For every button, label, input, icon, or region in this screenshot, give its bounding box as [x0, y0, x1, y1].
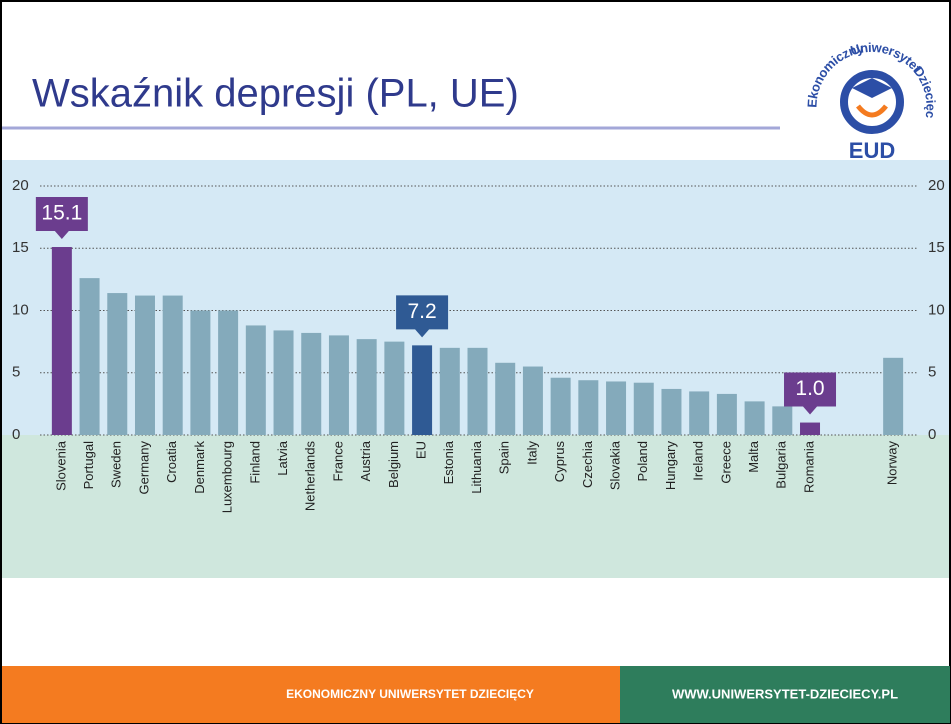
x-tick-label: Germany: [136, 441, 151, 495]
x-tick-label: Netherlands: [303, 441, 318, 512]
y-tick-label: 5: [12, 364, 20, 381]
x-tick-label: EU: [414, 441, 429, 459]
bar: [883, 357, 904, 435]
y-tick-label: 15: [12, 239, 29, 256]
bar: [772, 406, 793, 435]
bar: [162, 295, 183, 435]
x-tick-label: Czechia: [580, 440, 595, 488]
bar: [744, 401, 765, 435]
bar: [384, 341, 405, 435]
y-tick-label-right: 0: [928, 426, 936, 443]
bar: [800, 422, 821, 435]
x-tick-label: Slovenia: [53, 440, 68, 491]
y-tick-label: 10: [12, 301, 29, 318]
x-tick-label: Latvia: [275, 440, 290, 475]
value-callout: [35, 197, 88, 240]
x-tick-label: Norway: [885, 441, 900, 486]
footer-left: EKONOMICZNY UNIWERSYTET DZIECIĘCY: [286, 687, 534, 701]
bar: [134, 295, 155, 435]
x-tick-label: Greece: [718, 441, 733, 484]
plot: 0 0 5 5 10 10 15 15 20 20 Slovenia 15.1 Portugal Swed…: [12, 177, 945, 513]
bar: [522, 366, 543, 435]
bar: [245, 325, 266, 435]
x-tick-label: Luxembourg: [220, 441, 235, 513]
x-tick-label: Croatia: [164, 440, 179, 483]
y-tick-label-right: 10: [928, 301, 945, 318]
bar: [356, 339, 377, 435]
footer-left-bg: [2, 666, 620, 723]
bar: [218, 310, 239, 435]
slide-title: Wskaźnik depresji (PL, UE): [32, 72, 519, 116]
x-tick-label: Cyprus: [552, 441, 567, 483]
x-tick-label: Malta: [746, 440, 761, 473]
bar: [716, 393, 737, 435]
y-tick-label-right: 15: [928, 239, 945, 256]
bar: [190, 310, 211, 435]
bar: [467, 347, 488, 435]
logo-mark: EUD: [849, 138, 895, 163]
x-tick-label: Hungary: [663, 441, 678, 491]
bar: [412, 345, 433, 435]
bar: [439, 347, 460, 435]
value-callout: [396, 295, 449, 338]
value-callout: [784, 372, 837, 415]
x-tick-label: Ireland: [691, 441, 706, 481]
footer-right: WWW.UNIWERSYTET-DZIECIECY.PL: [672, 686, 898, 701]
bar: [578, 380, 599, 435]
x-tick-label: Slovakia: [607, 440, 622, 490]
chart-bg-bottom: [2, 435, 949, 578]
bar: [328, 335, 349, 435]
y-tick-label: 20: [12, 177, 29, 194]
bar: [273, 330, 294, 435]
bar: [51, 247, 72, 435]
bar: [79, 278, 100, 435]
bar: [661, 388, 682, 435]
x-tick-label: Lithuania: [469, 440, 484, 494]
x-tick-label: Poland: [635, 441, 650, 481]
footer-right-bg: [620, 666, 950, 723]
x-tick-label: Austria: [358, 440, 373, 481]
bar: [606, 381, 627, 435]
logo-ring: [840, 70, 904, 134]
bar: [107, 293, 128, 435]
x-tick-label: Italy: [524, 441, 539, 465]
x-tick-label: Estonia: [441, 440, 456, 484]
bar: [495, 362, 516, 435]
x-tick-label: Sweden: [109, 441, 124, 488]
y-tick-label: 0: [12, 426, 20, 443]
y-tick-label-right: 5: [928, 364, 936, 381]
logo-smile: [856, 104, 888, 118]
x-tick-label: France: [330, 441, 345, 481]
y-tick-label-right: 20: [928, 177, 945, 194]
x-tick-label: Bulgaria: [774, 440, 789, 488]
logo-cap: [852, 78, 892, 98]
bar: [550, 377, 571, 435]
bar: [633, 382, 654, 435]
x-tick-label: Belgium: [386, 441, 401, 488]
x-tick-label: Denmark: [192, 441, 207, 494]
x-tick-label: Spain: [497, 441, 512, 474]
x-tick-label: Portugal: [81, 441, 96, 490]
bar: [301, 332, 322, 435]
x-tick-label: Finland: [247, 441, 262, 484]
x-tick-label: Romania: [801, 440, 816, 493]
bar: [689, 391, 710, 435]
value-label: 15.1: [41, 202, 82, 225]
value-label: 7.2: [407, 300, 436, 323]
value-label: 1.0: [795, 377, 824, 400]
